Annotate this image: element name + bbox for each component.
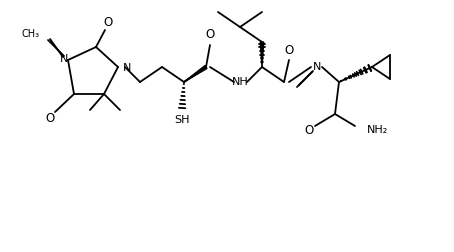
Text: O: O: [304, 124, 314, 138]
Text: O: O: [284, 44, 294, 56]
Text: O: O: [205, 28, 215, 42]
Text: N: N: [123, 63, 131, 73]
Polygon shape: [260, 42, 264, 67]
Text: N: N: [60, 54, 68, 64]
Text: NH₂: NH₂: [367, 125, 388, 135]
Text: O: O: [45, 111, 54, 124]
Text: NH: NH: [232, 77, 248, 87]
Text: SH: SH: [174, 115, 190, 125]
Text: O: O: [104, 16, 113, 29]
Text: CH₃: CH₃: [22, 29, 40, 39]
Polygon shape: [184, 66, 207, 82]
Text: N: N: [313, 62, 321, 72]
